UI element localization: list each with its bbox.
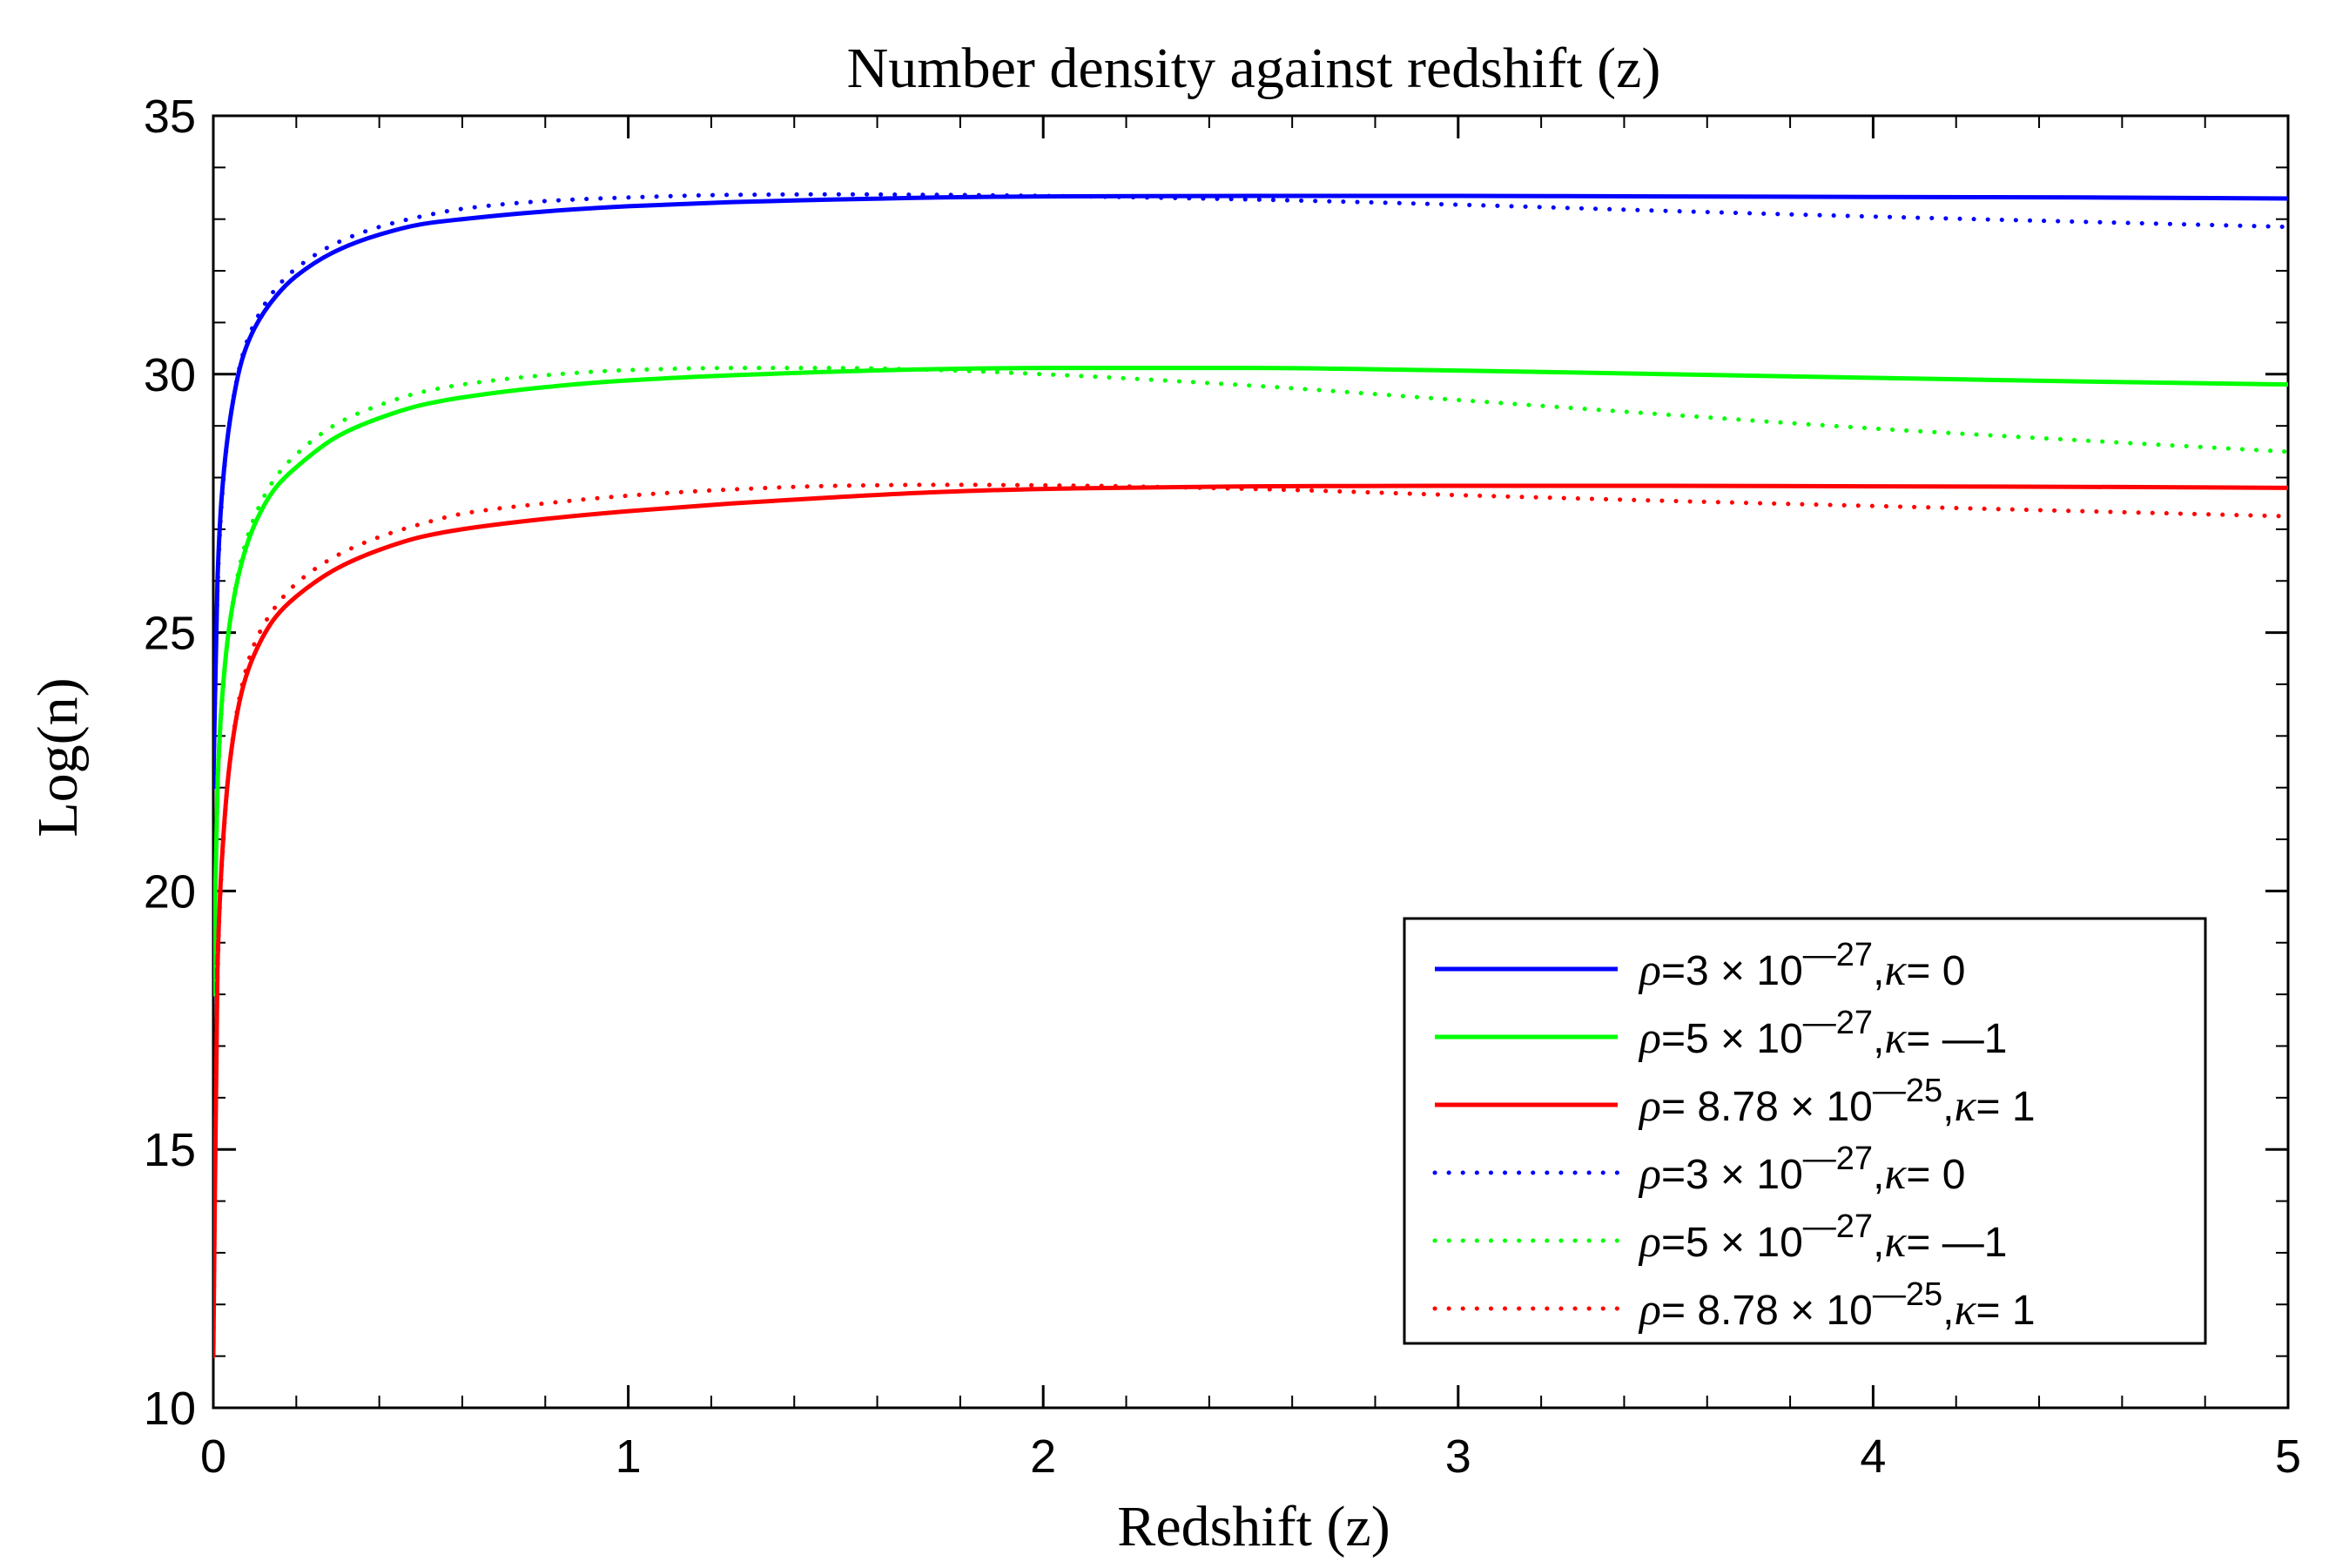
y-tick-label: 25 <box>144 608 196 660</box>
y-axis-label: Log(n) <box>26 677 90 837</box>
series-line-2 <box>213 366 2288 995</box>
series-group <box>213 192 2288 1359</box>
x-tick-label: 5 <box>2275 1430 2301 1483</box>
y-tick-labels: 10 15 20 25 30 35 <box>144 91 196 1435</box>
x-tick-label: 3 <box>1445 1430 1471 1483</box>
legend-label: ρ=3 × 10—27,κ= 0 <box>1638 937 1965 995</box>
series-line-6 <box>213 482 2288 1359</box>
x-tick-label: 2 <box>1030 1430 1056 1483</box>
series-line-3 <box>213 483 2288 1356</box>
legend-entry-1: ρ=3 × 10—27,κ= 0 <box>1435 937 1965 995</box>
x-axis-label: Redshift (z) <box>1117 1495 1390 1558</box>
x-tick-label: 0 <box>200 1430 226 1483</box>
legend-entries: ρ=3 × 10—27,κ= 0 ρ=5 × 10—27,κ= —1 ρ= 8.78… <box>1432 937 2036 1335</box>
y-tick-label: 15 <box>144 1124 196 1176</box>
x-tick-label: 1 <box>616 1430 642 1483</box>
y-tick-label: 30 <box>144 349 196 401</box>
x-tick-labels: 0 1 2 3 4 5 <box>200 1430 2301 1483</box>
legend-label: ρ=5 × 10—27,κ= —1 <box>1638 1005 2007 1063</box>
x-tick-label: 4 <box>1860 1430 1886 1483</box>
series-line-1 <box>213 193 2288 788</box>
y-tick-label: 20 <box>144 865 196 918</box>
legend-label: ρ= 8.78 × 10—25,κ= 1 <box>1638 1276 2036 1335</box>
legend-label: ρ= 8.78 × 10—25,κ= 1 <box>1638 1073 2036 1131</box>
legend-label: ρ=3 × 10—27,κ= 0 <box>1638 1141 1965 1199</box>
legend-label: ρ=5 × 10—27,κ= —1 <box>1638 1208 2007 1267</box>
legend-entry-5: ρ=5 × 10—27,κ= —1 <box>1432 1208 2007 1267</box>
minor-ticks <box>213 116 2288 1408</box>
chart-title: Number density against redshift (z) <box>847 37 1661 100</box>
y-tick-label: 10 <box>144 1383 196 1435</box>
legend-box <box>1403 917 2207 1345</box>
y-tick-label: 35 <box>144 91 196 143</box>
legend-entry-4: ρ=3 × 10—27,κ= 0 <box>1432 1141 1965 1199</box>
legend: ρ=3 × 10—27,κ= 0 ρ=5 × 10—27,κ= —1 ρ= 8.78… <box>1403 917 2207 1345</box>
legend-entry-2: ρ=5 × 10—27,κ= —1 <box>1435 1005 2007 1063</box>
legend-entry-6: ρ= 8.78 × 10—25,κ= 1 <box>1432 1276 2036 1335</box>
legend-entry-3: ρ= 8.78 × 10—25,κ= 1 <box>1435 1073 2036 1131</box>
